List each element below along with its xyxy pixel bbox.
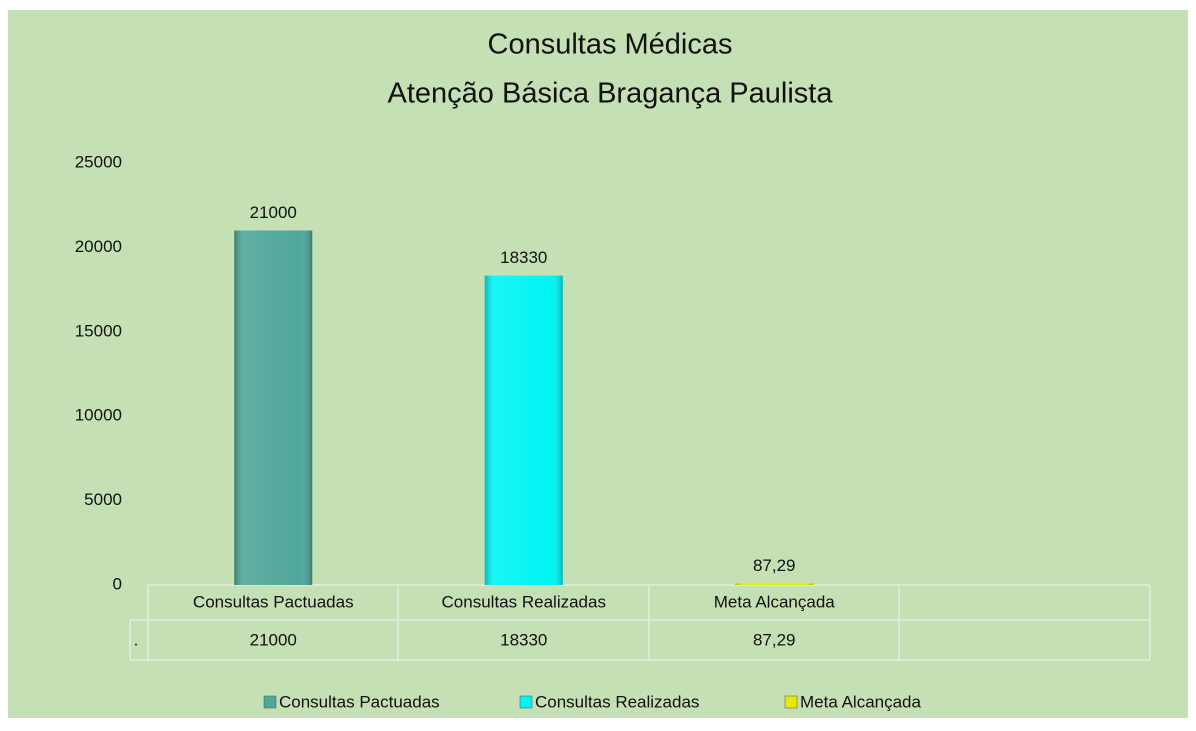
bar-bevel (735, 583, 814, 585)
legend-swatch (519, 695, 533, 709)
table-value: 87,29 (753, 630, 796, 649)
chart-title: Consultas Médicas (488, 29, 733, 61)
table-category: Consultas Realizadas (442, 592, 606, 611)
y-tick-label: 10000 (75, 406, 122, 425)
y-tick-label: 0 (113, 574, 122, 593)
chart-area (8, 10, 1188, 718)
table-value: 21000 (250, 630, 297, 649)
legend-swatch (263, 695, 277, 709)
legend-swatch (784, 695, 798, 709)
bar-bevel (484, 275, 563, 585)
table-category: Consultas Pactuadas (193, 592, 354, 611)
data-label: 87,29 (753, 556, 796, 575)
legend-label: Consultas Realizadas (535, 692, 699, 711)
y-tick-label: 5000 (84, 490, 122, 509)
data-table: . (129, 584, 1151, 661)
data-label: 21000 (250, 203, 297, 222)
chart-subtitle: Atenção Básica Bragança Paulista (388, 78, 834, 110)
bar-bevel (234, 230, 313, 585)
legend-label: Consultas Pactuadas (279, 692, 440, 711)
y-tick-label: 25000 (75, 152, 122, 171)
table-series-name: . (134, 630, 139, 649)
legend-label: Meta Alcançada (800, 692, 922, 711)
y-tick-label: 20000 (75, 237, 122, 256)
table-value: 18330 (500, 630, 547, 649)
data-label: 18330 (500, 248, 547, 267)
y-tick-label: 15000 (75, 321, 122, 340)
table-category: Meta Alcançada (714, 592, 836, 611)
